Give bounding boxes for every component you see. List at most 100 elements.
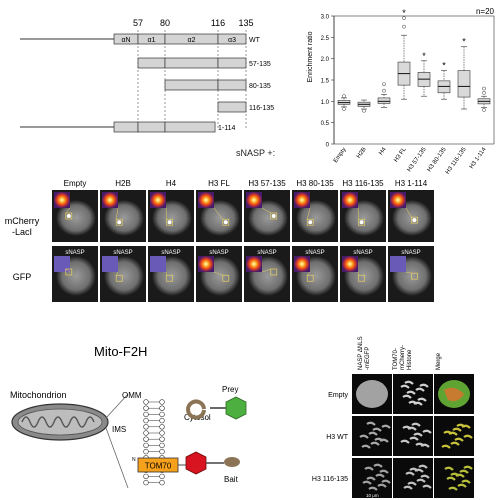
x-tick-label: H3 57-135: [407, 146, 428, 173]
box-body: [457, 70, 471, 98]
lacO-spot: [308, 220, 313, 225]
mito-signal: [374, 437, 384, 442]
inset-line: [65, 207, 71, 214]
cell-body: [248, 200, 288, 236]
x-tick-label: H3 116-135: [445, 146, 468, 174]
n-terminus-label: N: [132, 457, 136, 463]
f2h-image: [393, 416, 433, 456]
mito-signal: [418, 464, 428, 469]
outlier-point: [482, 90, 486, 95]
domain-box: [137, 121, 166, 133]
box-2: [377, 82, 391, 108]
gfp-inset: [198, 256, 214, 272]
y-tick-label: 3.0: [321, 15, 330, 21]
prey-hexagon: [225, 396, 247, 420]
box-7: [477, 86, 491, 112]
inset-line: [307, 271, 311, 276]
boxes: * * * *: [337, 8, 491, 113]
mito-signal: [361, 444, 371, 449]
mito-signal: [415, 387, 425, 392]
lipid-head: [143, 448, 149, 455]
cell-body: [152, 200, 192, 236]
domain-label: α3: [228, 37, 236, 44]
mito-signal: [457, 483, 467, 488]
construct-row-116-135: 116-135: [217, 101, 274, 113]
column-header: H2B: [115, 179, 131, 188]
svg-text:NASP ΔNLS: NASP ΔNLS: [358, 336, 364, 370]
gfp-inset: [54, 256, 70, 272]
roi-box: [65, 268, 73, 276]
snasp-tag: sNASP: [65, 250, 84, 256]
lipid-head: [143, 405, 149, 411]
micro-column-6: H3 116-135 sNASP: [340, 179, 386, 302]
lipid-head: [143, 436, 149, 442]
mcherry-inset: [294, 192, 310, 208]
x-tick-label: H3 80-135: [427, 146, 448, 173]
f2h-row-label: H3 116-135: [312, 476, 348, 483]
micro-column-1: H2B sNASP: [100, 179, 146, 302]
mito-signal: [443, 430, 453, 435]
micro-column-5: H3 80-135 sNASP: [292, 179, 338, 302]
mcherry-inset: [342, 192, 358, 208]
lipid-head: [143, 399, 149, 405]
domain-box: [137, 57, 166, 69]
mito-signal: [444, 466, 454, 471]
column-header: H3 80-135: [296, 179, 334, 188]
mito-signal: [452, 427, 462, 432]
svg-text:-mEGFP: -mEGFP: [365, 347, 371, 370]
mito-signal: [417, 397, 427, 402]
lipid-head: [143, 479, 149, 486]
micro-column-2: H4 sNASP: [148, 179, 194, 302]
mito-signal: [409, 467, 419, 472]
roi-box: [270, 212, 278, 220]
lipid-head: [143, 411, 149, 418]
f2h-row-1: H3 WT: [326, 416, 474, 456]
mito-signal: [359, 434, 369, 439]
lacO-spot: [223, 220, 228, 225]
mito-signal: [407, 426, 417, 431]
position-label: 80: [160, 18, 170, 28]
mito-signal: [416, 478, 426, 483]
micro-column-3: H3 FL sNASP: [196, 179, 242, 302]
mito-signal: [461, 424, 471, 429]
construct-row-80-135: 80-135: [164, 79, 271, 91]
microscopy-grid: mCherry -LacI GFP Empty sNASP H2B sNASP H4 sN…: [5, 179, 486, 302]
f2h-rows: Empty H3 WT H3 116-135: [312, 374, 474, 498]
significance-star: *: [422, 51, 426, 61]
mito-signal: [461, 479, 471, 484]
y-tick-label: 0: [326, 143, 330, 149]
outlier-point: [382, 82, 386, 87]
roi-box: [306, 218, 314, 226]
outlier-point: [342, 107, 346, 111]
mito-signal: [409, 436, 419, 441]
roi-box: [222, 218, 230, 226]
n-label: n=20: [476, 7, 495, 16]
mito-signal: [375, 473, 385, 478]
mito-signal: [463, 465, 473, 470]
outlier-point: [482, 108, 486, 112]
x-tick-label: Empty: [333, 147, 348, 164]
roi-box: [411, 272, 418, 280]
lipid-head: [159, 405, 165, 411]
mito-signal: [379, 469, 389, 474]
domain-box: [217, 79, 247, 91]
significance-star: *: [442, 61, 446, 71]
column-header: H4: [166, 179, 177, 188]
mito-signal: [444, 387, 464, 402]
f2h-image: [393, 458, 433, 498]
mito-signal: [373, 463, 383, 468]
mito-signal: [459, 469, 469, 474]
construct-row-57-135: 57-135: [137, 57, 271, 69]
mito-signal: [377, 483, 387, 488]
mito-signal: [402, 425, 412, 430]
box-4: *: [417, 51, 431, 97]
mito-signal: [413, 401, 423, 406]
mito-signal: [456, 423, 466, 428]
mito-signal: [455, 473, 465, 478]
mito-signal: [420, 474, 430, 479]
snasp-tag: sNASP: [401, 250, 420, 256]
lipid-head: [143, 424, 149, 430]
construct-label: 116-135: [249, 105, 274, 112]
domain-box: [217, 101, 247, 113]
y-tick-label: 0.5: [321, 121, 330, 127]
